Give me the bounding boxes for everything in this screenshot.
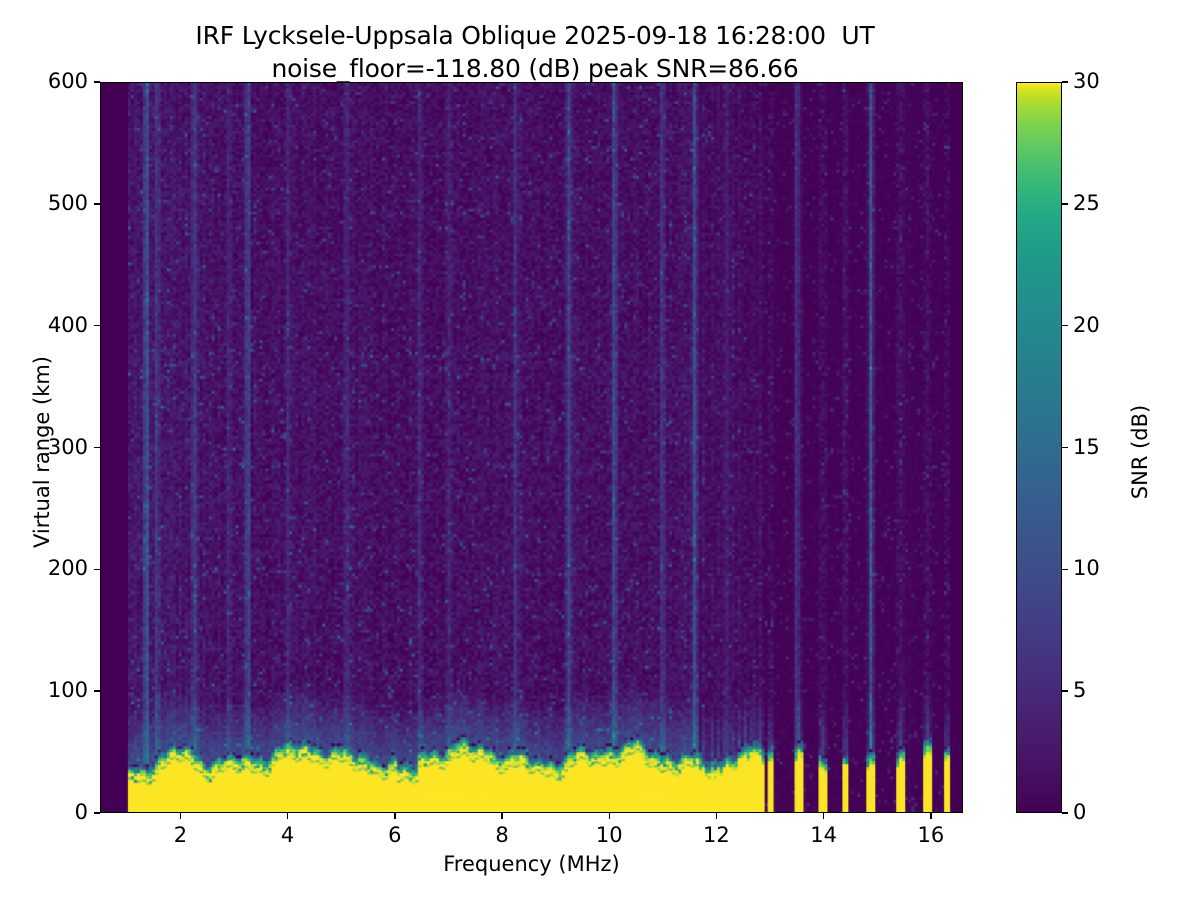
y-tick-mark — [94, 690, 100, 692]
colorbar-tick-label: 10 — [1073, 556, 1100, 581]
x-tick-label: 14 — [810, 823, 837, 847]
colorbar-tick-label: 20 — [1073, 312, 1100, 337]
x-tick-label: 8 — [495, 823, 509, 847]
y-tick-label: 300 — [47, 434, 88, 459]
y-tick-label: 400 — [47, 312, 88, 337]
figure-title: IRF Lycksele-Uppsala Oblique 2025-09-18 … — [0, 20, 1070, 85]
x-tick-mark — [930, 813, 932, 819]
plot-area — [100, 82, 963, 813]
x-tick-mark — [715, 813, 718, 819]
colorbar-tick-label: 15 — [1073, 434, 1100, 459]
x-tick-label: 16 — [917, 823, 945, 847]
y-tick-label: 0 — [74, 800, 88, 824]
colorbar-tick-mark — [1062, 324, 1068, 327]
x-tick-label: 12 — [703, 823, 730, 847]
y-tick-label: 100 — [47, 678, 88, 703]
x-tick-label: 6 — [388, 823, 402, 847]
y-tick-mark — [94, 568, 100, 571]
x-axis-label: Frequency (MHz) — [443, 852, 620, 876]
title-line-1: IRF Lycksele-Uppsala Oblique 2025-09-18 … — [195, 21, 875, 50]
y-tick-mark — [94, 324, 100, 327]
x-tick-mark — [501, 813, 503, 819]
title-line-2: noise_floor=-118.80 (dB) peak SNR=86.66 — [271, 53, 799, 83]
y-tick-label: 200 — [47, 556, 88, 581]
x-tick-mark — [394, 813, 396, 819]
x-tick-mark — [822, 813, 825, 819]
ionogram-heatmap — [101, 83, 962, 812]
x-tick-label: 4 — [280, 823, 295, 847]
y-tick-mark — [94, 203, 100, 205]
y-tick-label: 500 — [47, 190, 88, 215]
x-tick-mark — [286, 813, 289, 819]
colorbar-tick-mark — [1062, 446, 1068, 449]
x-tick-label: 10 — [595, 823, 623, 847]
x-tick-mark — [179, 813, 182, 819]
colorbar-tick-mark — [1062, 568, 1068, 571]
colorbar-tick-mark — [1062, 81, 1068, 83]
y-axis-label: Virtual range (km) — [30, 355, 54, 549]
colorbar-tick-mark — [1062, 690, 1068, 692]
colorbar-label: SNR (dB) — [1128, 404, 1152, 500]
colorbar-tick-mark — [1062, 812, 1068, 814]
colorbar-tick-label: 25 — [1073, 190, 1100, 215]
y-tick-mark — [94, 812, 100, 814]
y-tick-mark — [94, 81, 100, 83]
colorbar-tick-label: 5 — [1073, 678, 1087, 703]
y-tick-label: 600 — [47, 69, 88, 93]
colorbar-tick-mark — [1062, 203, 1068, 205]
colorbar — [1016, 82, 1062, 813]
y-tick-mark — [94, 446, 100, 449]
x-tick-label: 2 — [173, 823, 188, 847]
x-tick-mark — [608, 813, 610, 819]
colorbar-tick-label: 30 — [1073, 69, 1100, 93]
colorbar-tick-label: 0 — [1073, 800, 1087, 824]
